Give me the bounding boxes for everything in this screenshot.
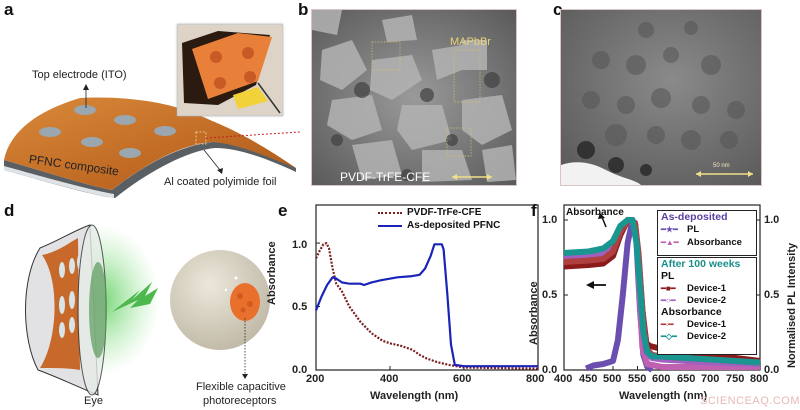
f-legend-item: ━★━ PL: [658, 223, 756, 236]
f-legend-item: ━■━ Device-1: [658, 282, 756, 294]
e-legend-label: PVDF-TrFe-CFE: [407, 207, 482, 218]
open-circle-marker-icon: ━◦━: [661, 319, 674, 329]
f-xtick: 800: [750, 373, 769, 385]
device-photo-inset: [177, 24, 283, 116]
e-legend-item: As-deposited PFNC: [378, 219, 500, 232]
scalebar-label: 50 nm: [713, 163, 730, 169]
f-legend-title: As-deposited: [661, 211, 728, 223]
e-legend: PVDF-TrFe-CFE As-deposited PFNC: [378, 206, 500, 232]
series-line: [315, 241, 539, 370]
panel-label-c: c: [553, 0, 563, 19]
f-legend-label: Device-1: [687, 282, 727, 294]
f-ytick: 0.0: [542, 364, 558, 376]
f-ytick-right: 1.0: [764, 214, 780, 226]
star-marker-icon: ━★━: [661, 225, 678, 234]
f-ytick-right: 0.5: [764, 289, 780, 301]
circle-marker-icon: ━○━: [661, 295, 676, 305]
sem-image: MAPbBr PVDF-TrFE-CFE: [311, 9, 517, 186]
watermark: SCIENCEAQ.COM: [700, 395, 800, 407]
f-ytick: 1.0: [542, 214, 558, 226]
panel-label-b: b: [298, 0, 309, 19]
chart-f: [563, 204, 761, 373]
tem-image: 50 nm: [560, 9, 762, 186]
f-xtick: 750: [726, 373, 745, 385]
chart-e: [314, 204, 539, 371]
flexible-device-illustration: [4, 84, 300, 198]
e-xtick: 400: [380, 373, 399, 385]
triangle-marker-icon: ━▲━: [661, 238, 679, 247]
square-marker-icon: ━■━: [661, 283, 676, 293]
f-legend-title: After 100 weeks: [661, 258, 741, 270]
series-line: [314, 243, 538, 368]
f-xtick: 600: [652, 373, 671, 385]
chart-f-plot: [563, 204, 761, 373]
f-ytick-right: 0.0: [764, 364, 780, 376]
annotation-receptors-line1: Flexible capacitive: [196, 381, 286, 393]
e-ytick: 0.0: [292, 364, 308, 376]
f-legend-label: Device-1: [687, 318, 727, 330]
f-xtick: 450: [579, 373, 598, 385]
panel-label-a: a: [4, 0, 14, 19]
annotation-al-foil: Al coated polyimide foil: [164, 176, 277, 188]
f-legend-label: Device-2: [687, 294, 727, 306]
diamond-marker-icon: ━◇━: [661, 331, 677, 341]
annotation-pvdf-matrix: PVDF-TrFE-CFE: [340, 170, 431, 184]
panel-label-d: d: [4, 201, 15, 220]
f-legend-item: ━◇━ Device-2: [658, 330, 756, 342]
f-xtick: 400: [554, 373, 573, 385]
e-xtick: 600: [453, 373, 472, 385]
e-legend-swatch-pfnc: [378, 224, 402, 227]
f-xtick: 700: [701, 373, 720, 385]
f-xtick: 650: [677, 373, 696, 385]
f-ylabel-right: Normalised PL Intensity: [786, 242, 798, 368]
f-xtick: 500: [603, 373, 622, 385]
e-xtick: 200: [306, 373, 325, 385]
annotation-mapbbr: MAPbBr: [450, 36, 491, 48]
panel-label-f: f: [531, 201, 537, 220]
e-ytick: 0.5: [292, 301, 308, 313]
e-ytick: 1.0: [292, 239, 308, 251]
f-legend-item: ━○━ Device-2: [658, 294, 756, 306]
annotation-top-electrode: Top electrode (ITO): [32, 69, 127, 81]
annotation-eye: Eye: [84, 395, 103, 407]
eye-illustration: [25, 224, 270, 396]
e-xlabel: Wavelength (nm): [370, 390, 459, 402]
series-line: [563, 217, 761, 366]
e-legend-item: PVDF-TrFe-CFE: [378, 206, 500, 219]
e-legend-swatch-pvdf: [378, 211, 402, 214]
f-legend-label: Device-2: [687, 330, 727, 342]
f-legend-item: ━▲━ Absorbance: [658, 236, 756, 249]
f-annotation-absorbance: Absorbance: [566, 207, 624, 218]
f-legend-label: PL: [687, 224, 700, 235]
electrode-dots: [39, 105, 176, 158]
f-xlabel: Wavelength (nm): [619, 390, 708, 402]
f-ylabel: Absorbance: [528, 281, 540, 345]
f-legend-after-100-weeks: After 100 weeks PL ━■━ Device-1 ━○━ Devi…: [657, 257, 757, 355]
panel-label-e: e: [278, 201, 288, 220]
f-legend-subtitle: Absorbance: [661, 306, 722, 318]
f-xtick: 550: [628, 373, 647, 385]
e-xtick: 800: [526, 373, 545, 385]
f-legend-subtitle: PL: [661, 270, 675, 282]
e-ylabel: Absorbance: [266, 241, 278, 305]
f-legend-label: Absorbance: [687, 237, 742, 248]
e-legend-label: As-deposited PFNC: [407, 220, 501, 231]
annotation-receptors-line2: photoreceptors: [203, 395, 277, 407]
f-legend-as-deposited: As-deposited ━★━ PL ━▲━ Absorbance: [657, 210, 757, 256]
chart-e-plot: [314, 204, 539, 371]
f-legend-item: ━◦━ Device-1: [658, 318, 756, 330]
f-ytick: 0.5: [542, 289, 558, 301]
